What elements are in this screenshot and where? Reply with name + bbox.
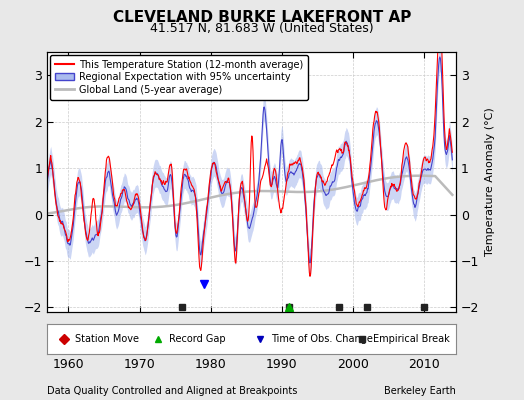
Text: 2000: 2000 [337, 358, 369, 371]
Text: Data Quality Controlled and Aligned at Breakpoints: Data Quality Controlled and Aligned at B… [47, 386, 298, 396]
Text: 1980: 1980 [195, 358, 226, 371]
Text: Station Move: Station Move [75, 334, 139, 344]
Text: 1960: 1960 [53, 358, 84, 371]
Text: CLEVELAND BURKE LAKEFRONT AP: CLEVELAND BURKE LAKEFRONT AP [113, 10, 411, 25]
Text: 1990: 1990 [266, 358, 298, 371]
Text: 2010: 2010 [408, 358, 440, 371]
Text: Berkeley Earth: Berkeley Earth [384, 386, 456, 396]
Text: Record Gap: Record Gap [169, 334, 226, 344]
Y-axis label: Temperature Anomaly (°C): Temperature Anomaly (°C) [485, 108, 495, 256]
Legend: This Temperature Station (12-month average), Regional Expectation with 95% uncer: This Temperature Station (12-month avera… [50, 55, 308, 100]
Text: 1970: 1970 [124, 358, 156, 371]
Text: Empirical Break: Empirical Break [373, 334, 450, 344]
Text: Time of Obs. Change: Time of Obs. Change [271, 334, 373, 344]
Text: 41.517 N, 81.683 W (United States): 41.517 N, 81.683 W (United States) [150, 22, 374, 35]
